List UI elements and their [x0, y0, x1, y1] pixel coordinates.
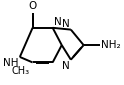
Text: NH₂: NH₂: [101, 40, 121, 50]
Text: NH: NH: [3, 58, 19, 68]
Text: O: O: [29, 1, 37, 11]
Text: CH₃: CH₃: [12, 66, 30, 76]
Text: N: N: [54, 17, 61, 27]
Text: N: N: [62, 19, 70, 29]
Text: N: N: [62, 61, 70, 71]
